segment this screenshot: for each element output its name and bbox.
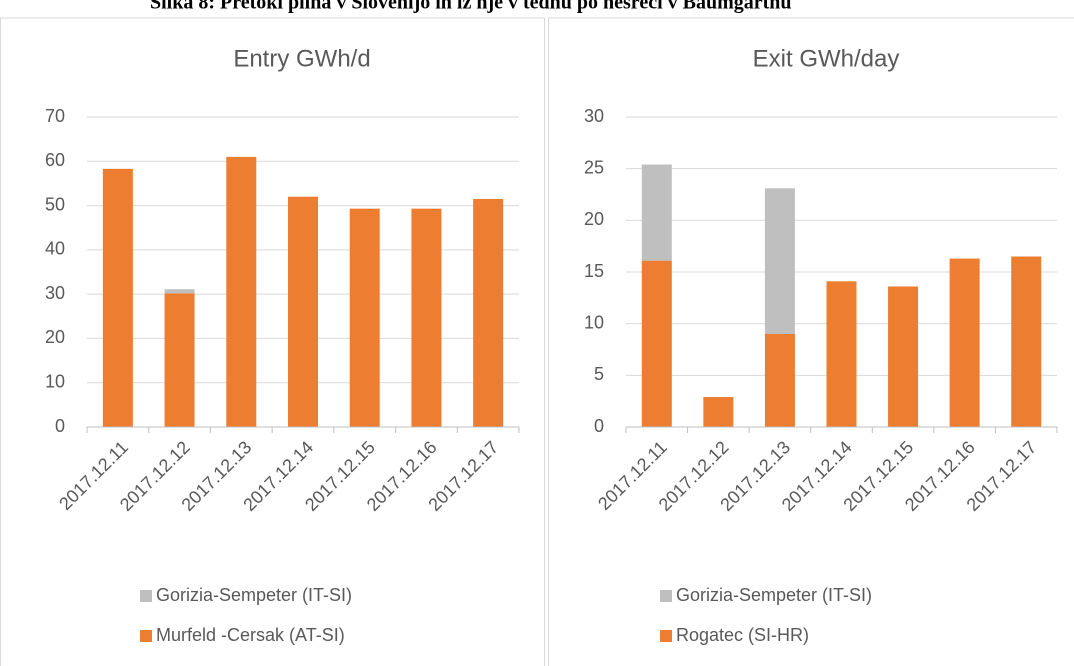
bar-segment xyxy=(1011,256,1042,427)
legend-label: Gorizia-Sempeter (IT-SI) xyxy=(156,585,352,605)
legend-label: Gorizia-Sempeter (IT-SI) xyxy=(676,585,872,605)
y-tick-label: 5 xyxy=(594,364,604,384)
bar-segment xyxy=(826,281,857,427)
y-tick-label: 70 xyxy=(45,106,65,126)
bar-segment xyxy=(641,260,672,427)
bar-segment xyxy=(764,188,795,334)
y-tick-label: 0 xyxy=(55,416,65,436)
legend-label: Rogatec (SI-HR) xyxy=(676,625,809,645)
chart-title: Entry GWh/d xyxy=(233,45,370,72)
legend-swatch xyxy=(140,590,152,602)
legend-label: Murfeld -Cersak (AT-SI) xyxy=(156,625,345,645)
y-tick-label: 50 xyxy=(45,194,65,214)
legend-swatch xyxy=(140,630,152,642)
bar-segment xyxy=(102,168,133,428)
bar-segment xyxy=(888,286,919,427)
panel-border xyxy=(0,17,545,666)
y-tick-label: 15 xyxy=(584,261,604,281)
bar-segment xyxy=(411,208,442,427)
bar-segment xyxy=(703,397,734,427)
y-tick-label: 60 xyxy=(45,150,65,170)
legend-swatch xyxy=(660,630,672,642)
bar-segment xyxy=(164,289,195,294)
y-tick-label: 10 xyxy=(584,312,604,332)
y-tick-label: 0 xyxy=(594,416,604,436)
bar-segment xyxy=(473,198,504,427)
y-tick-label: 40 xyxy=(45,239,65,259)
bar-segment xyxy=(226,156,257,427)
chart-title: Exit GWh/day xyxy=(753,45,900,72)
bar-segment xyxy=(164,293,195,427)
y-tick-label: 30 xyxy=(584,106,604,126)
panel-border xyxy=(548,17,1074,666)
y-tick-label: 25 xyxy=(584,157,604,177)
bar-segment xyxy=(641,164,672,261)
y-tick-label: 10 xyxy=(45,371,65,391)
y-tick-label: 20 xyxy=(45,327,65,347)
caption: Slika 8: Pretoki plina v Slovenijo in iz… xyxy=(150,0,792,14)
bar-segment xyxy=(764,334,795,427)
bar-segment xyxy=(349,208,380,427)
legend-swatch xyxy=(660,590,672,602)
y-tick-label: 20 xyxy=(584,209,604,229)
bar-segment xyxy=(288,196,318,427)
y-tick-label: 30 xyxy=(45,283,65,303)
bar-segment xyxy=(949,258,980,427)
